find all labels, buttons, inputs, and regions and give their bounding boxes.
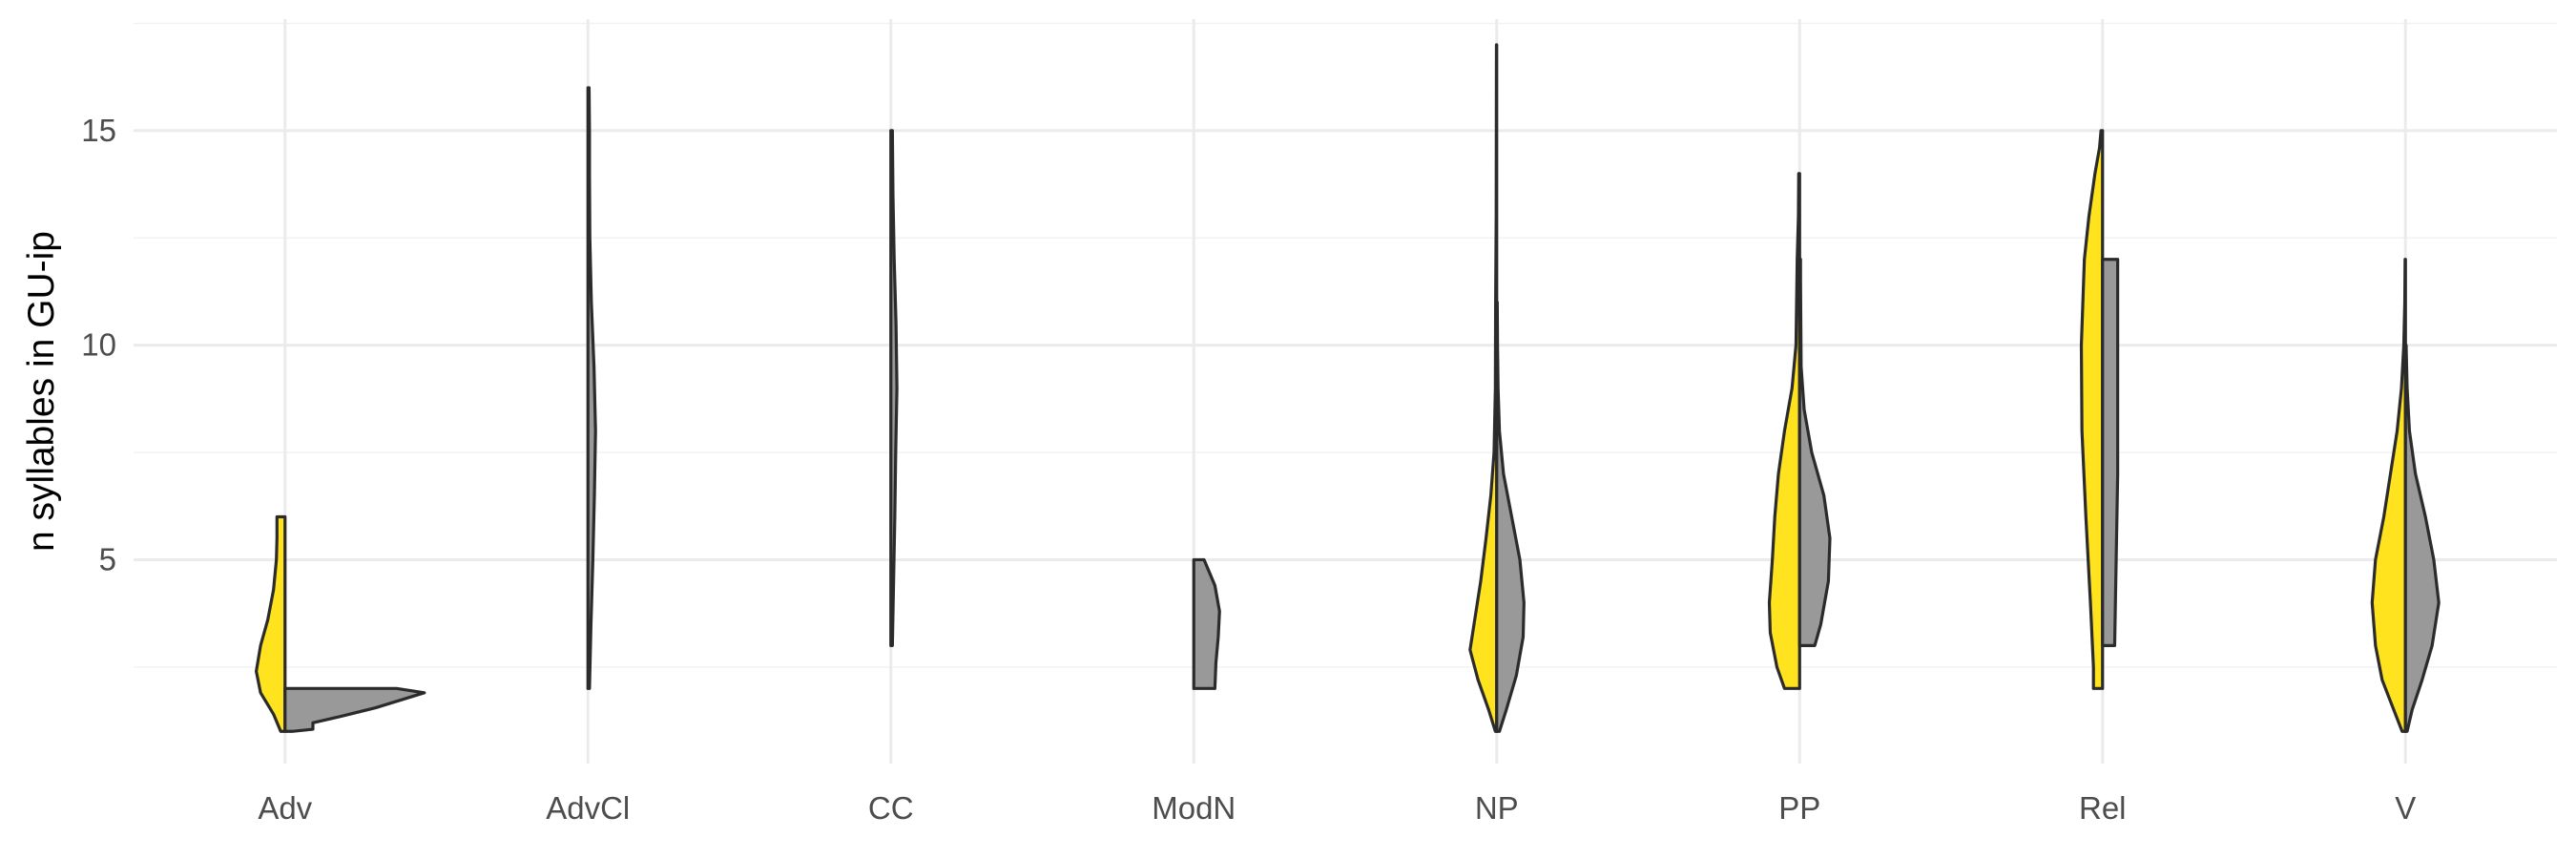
x-tick-label: V xyxy=(2395,790,2416,826)
x-tick-label: NP xyxy=(1475,790,1519,826)
y-tick-label: 5 xyxy=(99,541,116,576)
x-tick-label: CC xyxy=(868,790,914,826)
x-tick-label: Rel xyxy=(2079,790,2127,826)
violin-left-pp xyxy=(1767,172,1801,690)
y-axis-title: n syllables in GU-ip xyxy=(21,231,62,552)
violin-right-v xyxy=(2403,344,2441,733)
x-tick-labels: Adv AdvCl CC ModN NP PP Rel V xyxy=(258,790,2416,826)
x-tick-label: Adv xyxy=(258,790,312,826)
violin-right-modn xyxy=(1192,557,1221,690)
y-tick-label: 15 xyxy=(81,113,116,148)
x-tick-label: PP xyxy=(1778,790,1820,826)
violin-left-np xyxy=(1468,43,1499,733)
grid-lines xyxy=(134,19,2557,764)
violin-right-adv xyxy=(283,686,426,733)
y-tick-label: 10 xyxy=(81,327,116,363)
x-tick-label: AdvCl xyxy=(546,790,630,826)
violin-layer xyxy=(254,43,2441,733)
violin-left-rel xyxy=(2079,129,2105,690)
violin-right-rel xyxy=(2101,258,2120,647)
violin-right-advcl xyxy=(586,86,597,690)
y-tick-labels: 5 10 15 xyxy=(81,113,116,577)
violin-right-pp xyxy=(1797,258,1832,647)
violin-left-adv xyxy=(254,514,287,733)
violin-left-v xyxy=(2370,258,2407,733)
x-tick-label: ModN xyxy=(1152,790,1236,826)
violin-right-np xyxy=(1495,301,1526,733)
violin-right-cc xyxy=(889,129,899,647)
